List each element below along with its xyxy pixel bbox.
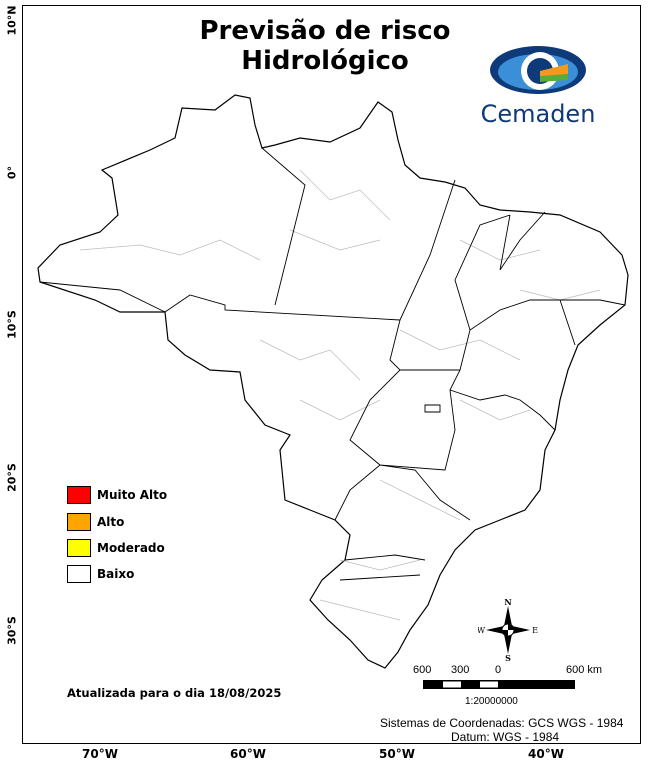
lon-label: 40°W <box>528 747 564 761</box>
scale-label: 0 <box>495 664 502 676</box>
legend-swatch <box>67 486 91 504</box>
lon-label: 50°W <box>379 747 415 761</box>
legend-label: Alto <box>97 515 125 529</box>
state-internal-boundaries <box>79 169 601 621</box>
map-title-line1: Previsão de risco <box>199 16 451 46</box>
eye-logo-icon <box>490 46 586 94</box>
map-title-line2: Hidrológico <box>241 46 409 76</box>
lat-label: 10°N <box>5 5 19 36</box>
compass-w: W <box>478 626 486 635</box>
state-boundaries <box>39 147 626 581</box>
compass-rose-icon: N S W E <box>478 598 538 662</box>
map-frame <box>22 5 641 744</box>
legend-swatch <box>67 565 91 583</box>
scale-ratio: 1:20000000 <box>465 696 518 707</box>
coordinate-system: Sistemas de Coordenadas: GCS WGS - 1984 <box>380 716 624 730</box>
lon-label: 70°W <box>82 747 118 761</box>
logo-text: Cemaden <box>480 100 596 128</box>
legend-label: Baixo <box>97 567 135 581</box>
lon-label: 60°W <box>230 747 266 761</box>
legend-label: Moderado <box>97 541 165 555</box>
compass-e: E <box>532 626 538 635</box>
compass-n: N <box>504 598 511 607</box>
legend-swatch <box>67 539 91 557</box>
lat-label: 30°S <box>5 616 19 645</box>
lat-label: 20°S <box>5 463 19 492</box>
legend-label: Muito Alto <box>97 488 168 502</box>
lat-label: 0° <box>5 165 19 180</box>
legend-item-alto: Alto <box>67 512 124 532</box>
update-date: Atualizada para o dia 18/08/2025 <box>67 686 282 700</box>
cemaden-logo: Cemaden <box>478 38 598 128</box>
legend-swatch <box>67 513 91 531</box>
scale-label: 600 km <box>566 664 603 676</box>
compass-s: S <box>505 653 511 662</box>
lat-label: 10°S <box>5 310 19 339</box>
brazil-outline <box>37 94 629 669</box>
scale-label: 300 <box>451 664 470 676</box>
legend-item-moderado: Moderado <box>67 538 165 558</box>
legend-item-muito-alto: Muito Alto <box>67 485 167 505</box>
scale-label: 600 <box>413 664 432 676</box>
legend-item-baixo: Baixo <box>67 564 134 584</box>
scale-bar <box>423 680 575 689</box>
datum: Datum: WGS - 1984 <box>451 730 560 744</box>
